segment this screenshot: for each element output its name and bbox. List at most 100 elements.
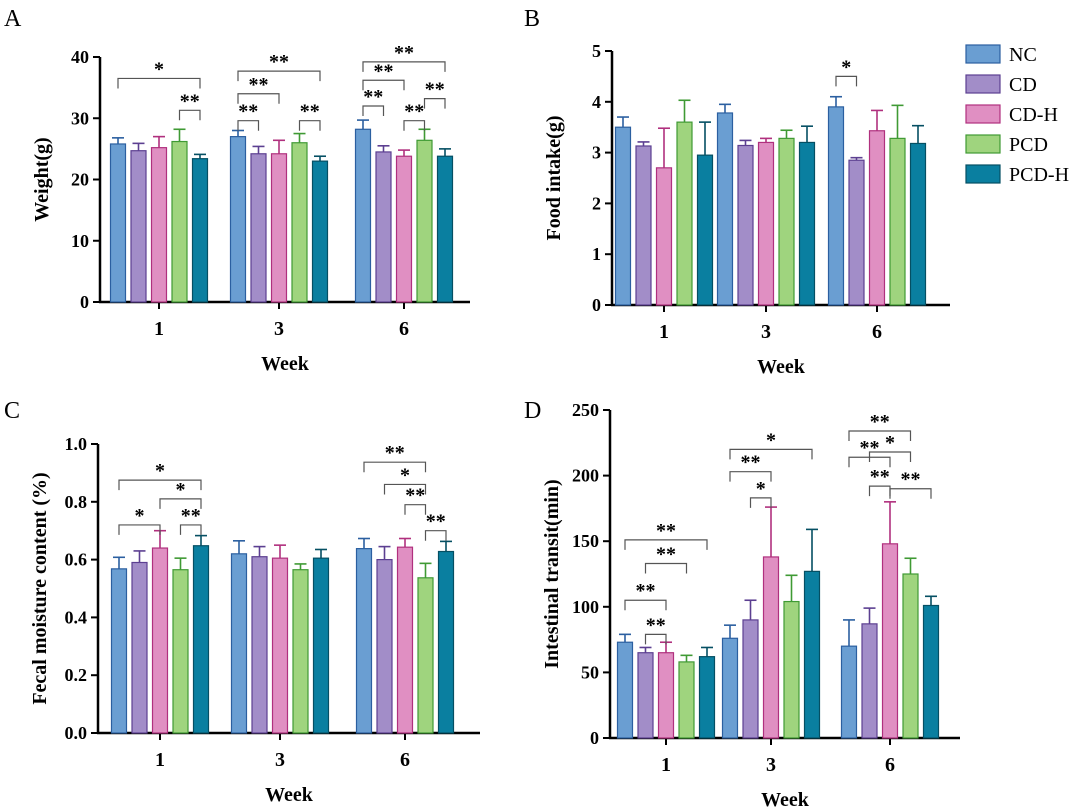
y-tick-label: 0 [80, 292, 89, 312]
bar-cd [742, 619, 759, 739]
significance-bracket [362, 79, 405, 91]
significance-bracket [848, 430, 912, 441]
legend-label-cd: CD [1009, 74, 1037, 96]
y-tick-label: 1 [592, 244, 601, 264]
legend-swatch-nc [965, 44, 1001, 64]
significance-bracket [117, 77, 201, 89]
significance-bracket [404, 504, 427, 515]
bar-cd-h [762, 556, 780, 739]
legend-swatch-cd [965, 74, 1001, 94]
bar-pcd-h [436, 155, 454, 303]
significance-label: * [756, 478, 766, 500]
bar-cd [130, 150, 147, 303]
y-tick-label: 0.0 [65, 723, 88, 743]
significance-bracket [624, 539, 708, 550]
bar-pcd [783, 600, 800, 739]
significance-bracket [363, 461, 427, 473]
significance-label: ** [870, 411, 890, 433]
significance-label: ** [180, 90, 200, 112]
legend-label-nc: NC [1009, 44, 1037, 66]
significance-bracket [362, 61, 446, 72]
y-tick-label: 2 [592, 193, 601, 213]
significance-bracket [424, 530, 447, 541]
bar-cd-h [655, 167, 673, 306]
chart-panel-d: 0 50 100 150 200 250 1 3 6 Week Intestinal transit… [541, 400, 960, 807]
bar-cd [637, 652, 654, 739]
bar-pcd [416, 139, 433, 303]
bar-nc [354, 128, 372, 303]
bar-cd [375, 151, 392, 303]
panel-letter-d: D [524, 398, 541, 424]
panel-letter-a: A [4, 6, 22, 32]
legend-swatch-cd-h [965, 104, 1001, 124]
bar-cd-h [881, 543, 899, 739]
significance-label: ** [249, 74, 269, 96]
y-axis-label: Food intake(g) [543, 116, 565, 241]
significance-bracket [118, 479, 202, 491]
x-tick-label: 6 [885, 754, 895, 776]
bar-pcd-h [192, 545, 210, 734]
significance-bracket [423, 98, 446, 109]
significance-label: ** [269, 51, 289, 73]
bar-pcd-h [922, 604, 940, 739]
significance-label: * [155, 460, 165, 482]
legend-label-pcd: PCD [1009, 134, 1048, 156]
bar-cd [737, 144, 754, 306]
significance-label: * [841, 56, 851, 78]
bar-pcd [678, 661, 695, 739]
significance-label: ** [394, 42, 414, 64]
bar-pcd-h [696, 154, 714, 306]
x-axis-label: Week [757, 356, 806, 378]
bar-cd [635, 145, 652, 306]
bar-cd [251, 556, 268, 734]
y-tick-label: 250 [572, 400, 599, 420]
bar-pcd [417, 577, 434, 734]
bar-pcd-h [437, 550, 455, 734]
y-axis-label: Fecal moisture content (%) [29, 472, 51, 704]
bar-cd-h [396, 546, 414, 734]
bar-pcd [291, 142, 308, 303]
x-axis-label: Week [261, 353, 310, 375]
bar-nc [716, 112, 734, 306]
significance-label: ** [425, 79, 445, 101]
panel-letter-b: B [524, 6, 540, 32]
bar-cd [250, 153, 267, 303]
bar-cd [376, 558, 393, 734]
legend-swatch-pcd [965, 134, 1001, 154]
significance-bracket [835, 75, 858, 87]
significance-bracket [118, 524, 161, 535]
chart-panel-b: 0 1 2 3 4 5 1 3 6 Week Food intake(g) * [543, 41, 950, 378]
x-tick-label: 3 [761, 321, 771, 343]
significance-bracket [749, 497, 772, 508]
significance-label: * [400, 464, 410, 486]
significance-label: * [176, 479, 186, 501]
x-tick-label: 6 [399, 318, 409, 340]
bar-cd [848, 159, 865, 306]
bar-nc [827, 106, 845, 306]
y-tick-label: 50 [581, 662, 599, 682]
x-tick-label: 1 [659, 321, 669, 343]
bar-cd-h [868, 130, 886, 306]
significance-bracket [159, 498, 202, 509]
significance-bracket [362, 105, 385, 116]
y-tick-label: 0 [592, 295, 601, 315]
y-tick-label: 30 [71, 108, 89, 128]
significance-bracket [729, 471, 772, 482]
bar-pcd-h [311, 160, 329, 303]
significance-label: ** [374, 60, 394, 82]
significance-label: ** [636, 580, 656, 602]
legend-label-cd-h: CD-H [1009, 104, 1058, 126]
bar-cd-h [150, 147, 168, 303]
bar-cd [861, 623, 878, 739]
significance-label: ** [363, 86, 383, 108]
significance-label: * [885, 432, 895, 454]
bar-pcd-h [191, 158, 209, 303]
significance-bracket [889, 488, 932, 499]
y-tick-label: 0 [590, 728, 599, 748]
significance-bracket [624, 599, 667, 611]
legend-swatch-pcd-h [965, 164, 1001, 184]
significance-bracket [237, 120, 260, 131]
significance-bracket [298, 120, 321, 131]
